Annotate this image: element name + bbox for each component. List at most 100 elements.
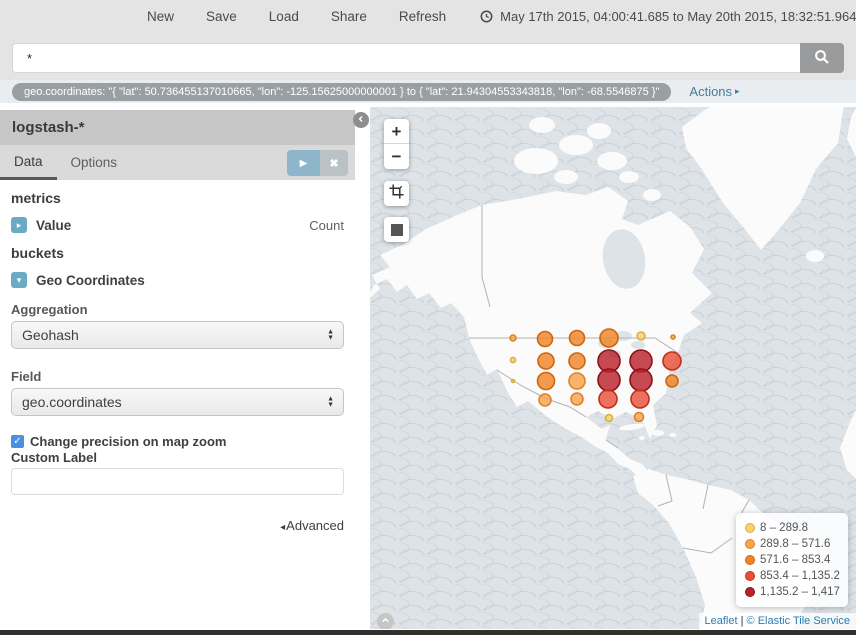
legend-item-1: 8 – 289.8	[745, 520, 839, 536]
select-arrows-icon: ▲ ▼	[327, 328, 334, 341]
square-icon	[390, 223, 403, 236]
metric-agg-value: Count	[309, 217, 344, 233]
bucket-geo-row: ▾ Geo Coordinates	[11, 272, 344, 288]
geohash-bubble-layer	[509, 328, 682, 423]
field-label: Field	[11, 369, 42, 384]
legend-swatch-icon	[745, 571, 755, 581]
legend-item-5: 1,135.2 – 1,417	[745, 584, 840, 600]
filter-actions-link[interactable]: Actions ▸	[689, 84, 740, 99]
clock-icon	[480, 10, 493, 23]
legend-swatch-icon	[745, 555, 755, 565]
geohash-bubble	[510, 378, 516, 384]
geohash-bubble	[598, 389, 618, 409]
metric-label: Value	[36, 217, 72, 233]
zoom-in-button[interactable]: +	[384, 119, 409, 144]
time-picker[interactable]: May 17th 2015, 04:00:41.685 to May 20th …	[480, 9, 856, 24]
sidebar-tabs: Data Options ▶ ✖	[0, 145, 355, 180]
tab-data[interactable]: Data	[0, 145, 57, 180]
index-pattern-header: logstash-*	[0, 110, 355, 145]
geohash-bubble	[633, 411, 645, 423]
geohash-bubble	[636, 331, 646, 341]
search-icon	[814, 49, 830, 68]
sidebar-collapse-button[interactable]	[353, 112, 369, 128]
legend-item-2: 289.8 – 571.6	[745, 536, 839, 552]
custom-label-input[interactable]	[11, 468, 344, 495]
tab-options[interactable]: Options	[70, 155, 118, 170]
geohash-bubble	[599, 328, 619, 348]
advanced-toggle-link[interactable]: ◂Advanced	[280, 518, 344, 533]
chevron-left-icon	[356, 111, 366, 129]
custom-label-heading: Custom Label	[11, 450, 97, 465]
legend-label: 1,135.2 – 1,417	[760, 586, 840, 598]
collapse-bucket-icon[interactable]: ▾	[11, 272, 27, 288]
geohash-bubble	[537, 352, 555, 370]
search-button[interactable]	[800, 43, 844, 73]
map-legend: 8 – 289.8 289.8 – 571.6 571.6 – 853.4 853.4…	[736, 513, 848, 607]
zoom-out-button[interactable]: −	[384, 144, 409, 169]
search-input[interactable]	[12, 43, 800, 73]
expand-metric-icon[interactable]: ▸	[11, 217, 27, 233]
legend-swatch-icon	[745, 523, 755, 533]
elastic-tile-service-link[interactable]: © Elastic Tile Service	[746, 615, 850, 627]
geohash-bubble	[665, 374, 679, 388]
legend-label: 289.8 – 571.6	[760, 538, 831, 550]
geohash-bubble	[670, 334, 676, 340]
search-bar	[0, 32, 856, 80]
legend-label: 853.4 – 1,135.2	[760, 570, 840, 582]
content-area: logstash-* Data Options ▶ ✖ metrics ▸ Val…	[0, 103, 856, 630]
legend-item-3: 571.6 – 853.4	[745, 552, 839, 568]
aggregation-label: Aggregation	[11, 302, 88, 317]
precision-checkbox-label: Change precision on map zoom	[30, 434, 227, 449]
nav-share-link[interactable]: Share	[330, 8, 367, 24]
topnav: New Save Load Share Refresh May 17th 2015, 0…	[0, 0, 856, 32]
sidebar-actions: ▶ ✖	[287, 150, 348, 176]
geohash-bubble	[509, 334, 517, 342]
bottom-bar	[0, 630, 856, 635]
geohash-bubble	[568, 372, 586, 390]
buckets-heading: buckets	[11, 245, 64, 261]
metrics-heading: metrics	[11, 190, 61, 206]
geo-coordinates-filter-pill[interactable]: geo.coordinates: "{ "lat": 50.7364551370…	[12, 82, 672, 101]
aggregation-select[interactable]: Geohash ▲ ▼	[11, 321, 344, 349]
field-select[interactable]: geo.coordinates ▲ ▼	[11, 388, 344, 416]
geohash-bubble	[662, 351, 682, 371]
metric-value-row: ▸ Value Count	[11, 217, 344, 233]
fit-data-bounds-button[interactable]	[384, 217, 409, 242]
caret-right-icon: ▸	[735, 86, 740, 96]
legend-label: 8 – 289.8	[760, 522, 808, 534]
select-arrows-icon: ▲ ▼	[327, 395, 334, 408]
legend-label: 571.6 – 853.4	[760, 554, 831, 566]
geohash-bubble	[568, 352, 586, 370]
crop-icon	[389, 183, 404, 204]
nav-save-link[interactable]: Save	[206, 8, 237, 24]
geohash-bubble	[630, 389, 650, 409]
advanced-row: ◂Advanced	[11, 518, 344, 533]
spy-panel-toggle-button[interactable]	[377, 613, 394, 629]
apply-changes-button[interactable]: ▶	[287, 150, 320, 176]
vis-editor-sidebar: logstash-* Data Options ▶ ✖ metrics ▸ Val…	[0, 110, 355, 533]
map-attribution: Leaflet | © Elastic Tile Service	[698, 613, 856, 629]
discard-changes-button[interactable]: ✖	[320, 150, 348, 176]
geohash-bubble	[570, 392, 584, 406]
legend-swatch-icon	[745, 587, 755, 597]
tabs-holder: Data Options	[0, 145, 131, 180]
geohash-bubble	[509, 356, 517, 364]
geohash-bubble	[604, 413, 614, 423]
nav-load-link[interactable]: Load	[268, 8, 299, 24]
geohash-bubble	[536, 330, 554, 348]
leaflet-link[interactable]: Leaflet	[704, 615, 738, 627]
time-range-text: May 17th 2015, 04:00:41.685 to May 20th …	[500, 8, 856, 24]
draw-filter-rectangle-button[interactable]	[384, 181, 409, 206]
precision-checkbox-row: ✓ Change precision on map zoom	[11, 434, 344, 449]
geohash-bubble	[597, 368, 621, 392]
nav-new-link[interactable]: New	[147, 8, 175, 24]
geohash-bubble	[538, 393, 552, 407]
legend-swatch-icon	[745, 539, 755, 549]
geohash-bubble	[629, 368, 653, 392]
legend-item-4: 853.4 – 1,135.2	[745, 568, 840, 584]
index-pattern-title: logstash-*	[12, 119, 85, 136]
nav-refresh-link[interactable]: Refresh	[398, 8, 447, 24]
precision-checkbox[interactable]: ✓	[11, 435, 24, 448]
chevron-up-icon	[380, 613, 391, 630]
